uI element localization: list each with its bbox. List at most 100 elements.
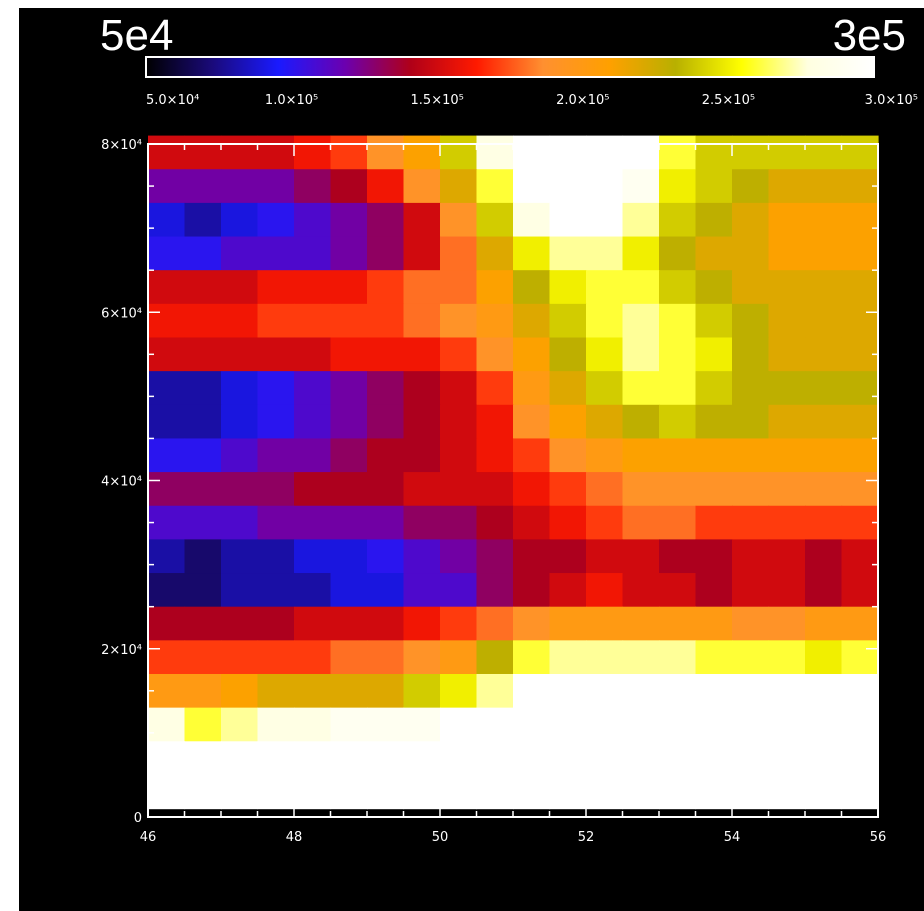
heatmap-cell (695, 573, 733, 608)
heatmap-cell (440, 135, 478, 170)
heatmap-cell (294, 303, 332, 339)
heatmap-cell (586, 741, 624, 776)
heatmap-cell (440, 270, 478, 305)
heatmap-cell (440, 573, 478, 608)
heatmap-cell (367, 169, 405, 204)
heatmap-cell (403, 236, 441, 271)
heatmap-cell (403, 539, 441, 574)
heatmap-cell (403, 202, 441, 238)
colorbar-tick-label: 1.5×10⁵ (411, 93, 464, 108)
heatmap-cell (659, 135, 697, 170)
heatmap-cell (586, 573, 624, 608)
heatmap-cell (367, 505, 405, 540)
heatmap-cell (805, 236, 843, 271)
heatmap-cell (257, 371, 295, 406)
heatmap-cell (732, 472, 770, 507)
heatmap-cell (221, 438, 259, 473)
heatmap-cell (476, 741, 514, 776)
heatmap-cell (549, 505, 587, 540)
heatmap-cell (440, 472, 478, 507)
heatmap-cell (184, 774, 222, 810)
heatmap-cell (695, 371, 733, 406)
heatmap-cell (622, 606, 660, 641)
heatmap-cell (513, 270, 551, 305)
heatmap-cell (732, 202, 770, 238)
heatmap-cell (549, 606, 587, 641)
heatmap-cell (841, 472, 879, 507)
heatmap-cell (330, 673, 368, 709)
heatmap-cell (294, 606, 332, 641)
heatmap-cell (513, 135, 551, 170)
heatmap-cell (330, 606, 368, 641)
heatmap-cell (294, 472, 332, 507)
heatmap-cell (367, 741, 405, 776)
heatmap-cell (184, 135, 222, 170)
heatmap-cell (768, 741, 806, 776)
heatmap-cell (659, 539, 697, 574)
heatmap-cell (659, 236, 697, 271)
heatmap-cell (659, 707, 697, 742)
heatmap-cell (622, 640, 660, 675)
heatmap-cell (184, 404, 222, 440)
heatmap-cell (294, 371, 332, 406)
heatmap-cell (221, 169, 259, 204)
heatmap-cell (148, 673, 186, 709)
heatmap-cell (549, 573, 587, 608)
heatmap-cell (403, 472, 441, 507)
heatmap-cell (257, 337, 295, 372)
heatmap-cell (476, 404, 514, 440)
heatmap-cell (367, 707, 405, 742)
heatmap-cell (367, 202, 405, 238)
x-axis: 46 48 50 52 54 56 (140, 144, 886, 845)
heatmap-cell (586, 135, 624, 170)
heatmap-cell (622, 438, 660, 473)
heatmap-cell (768, 202, 806, 238)
heatmap-cell (221, 135, 259, 170)
heatmap-cell (367, 303, 405, 339)
heatmap-cell (841, 270, 879, 305)
heatmap-cell (367, 270, 405, 305)
heatmap-cell (294, 505, 332, 540)
heatmap-cell (732, 236, 770, 271)
heatmap-cell (549, 438, 587, 473)
heatmap-cell (184, 573, 222, 608)
heatmap-cell (476, 606, 514, 641)
heatmap-cell (841, 303, 879, 339)
heatmap-cell (440, 539, 478, 574)
heatmap-cell (294, 337, 332, 372)
heatmap-cell (695, 741, 733, 776)
heatmap-cell (184, 640, 222, 675)
heatmap-cell (221, 673, 259, 709)
heatmap-cell (805, 303, 843, 339)
heatmap-cell (403, 303, 441, 339)
heatmap-cell (768, 303, 806, 339)
heatmap-cell (403, 438, 441, 473)
heatmap-cell (513, 539, 551, 574)
heatmap-cell (403, 505, 441, 540)
heatmap-cell (221, 539, 259, 574)
heatmap-cell (440, 371, 478, 406)
heatmap-cell (476, 169, 514, 204)
heatmap-cell (476, 303, 514, 339)
heatmap-cell (841, 404, 879, 440)
heatmap-cell (768, 539, 806, 574)
heatmap-cell (330, 472, 368, 507)
heatmap-cell (586, 438, 624, 473)
heatmap-cell (659, 774, 697, 810)
heatmap-cell (732, 371, 770, 406)
heatmap-cell (695, 640, 733, 675)
heatmap-cell (330, 236, 368, 271)
heatmap-cell (659, 169, 697, 204)
heatmap-cell (586, 505, 624, 540)
heatmap-cell (695, 303, 733, 339)
heatmap-cell (440, 404, 478, 440)
heatmap-cell (586, 236, 624, 271)
heatmap-cell (367, 673, 405, 709)
heatmap-cell (184, 371, 222, 406)
heatmap-cell (221, 270, 259, 305)
heatmap-cell (586, 270, 624, 305)
heatmap-cell (294, 539, 332, 574)
heatmap-cell (184, 741, 222, 776)
heatmap-cell (622, 270, 660, 305)
heatmap-cell (513, 202, 551, 238)
